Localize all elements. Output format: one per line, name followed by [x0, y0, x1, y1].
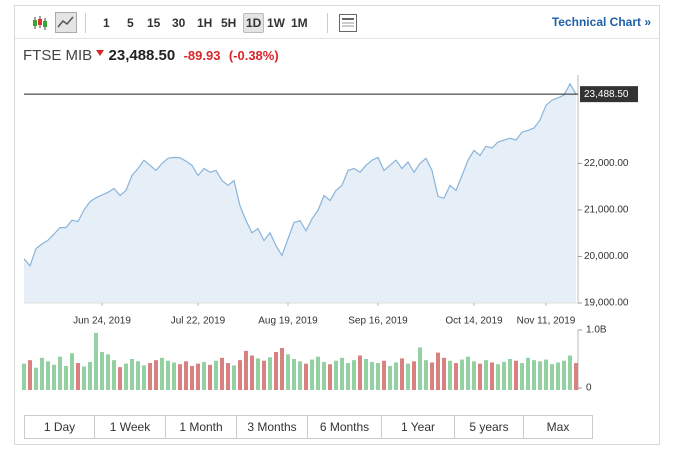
range-button[interactable]: 1 Year [382, 416, 455, 438]
separator [327, 13, 328, 33]
down-arrow [96, 50, 105, 56]
line-chart-icon[interactable] [55, 12, 77, 33]
table-icon[interactable] [338, 13, 358, 33]
range-button[interactable]: 1 Week [95, 416, 166, 438]
interval-button[interactable]: 1D [243, 13, 265, 33]
range-button[interactable]: 3 Months [237, 416, 308, 438]
technical-chart-link[interactable]: Technical Chart » [551, 15, 651, 29]
interval-button[interactable]: 5 [127, 16, 134, 30]
range-button[interactable]: 6 Months [308, 416, 382, 438]
range-button[interactable]: Max [546, 420, 570, 434]
chart-widget: 1 5 15 30 1H 5H 1D 1W 1M Technical Chart » FTSE … [14, 5, 660, 445]
separator [85, 13, 86, 33]
instrument-name: FTSE MIB [23, 47, 93, 64]
range-button[interactable]: 5 years [455, 416, 524, 438]
interval-button[interactable]: 1W [267, 16, 285, 30]
range-button[interactable]: 1 Day [25, 416, 95, 438]
price-change-percent: (-0.38%) [228, 48, 279, 63]
range-button[interactable]: 1 Month [166, 416, 237, 438]
price-change: -89.93 [183, 48, 221, 63]
interval-button[interactable]: 15 [147, 16, 161, 30]
interval-button[interactable]: 1 [103, 16, 110, 30]
candlestick-icon[interactable] [31, 14, 49, 32]
interval-button[interactable]: 1H [197, 16, 213, 30]
interval-button[interactable]: 5H [221, 16, 237, 30]
last-price: 23,488.50 [108, 47, 176, 64]
interval-button[interactable]: 30 [172, 16, 186, 30]
range-selector: 1 Day 1 Week 1 Month 3 Months 6 Months 1 Year… [24, 415, 593, 439]
quote-header: FTSE MIB 23,488.50 -89.93 (-0.38%) [23, 47, 279, 64]
divider [15, 38, 659, 39]
interval-button[interactable]: 1M [291, 16, 308, 30]
toolbar: 1 5 15 30 1H 5H 1D 1W 1M Technical Chart » [15, 6, 659, 38]
